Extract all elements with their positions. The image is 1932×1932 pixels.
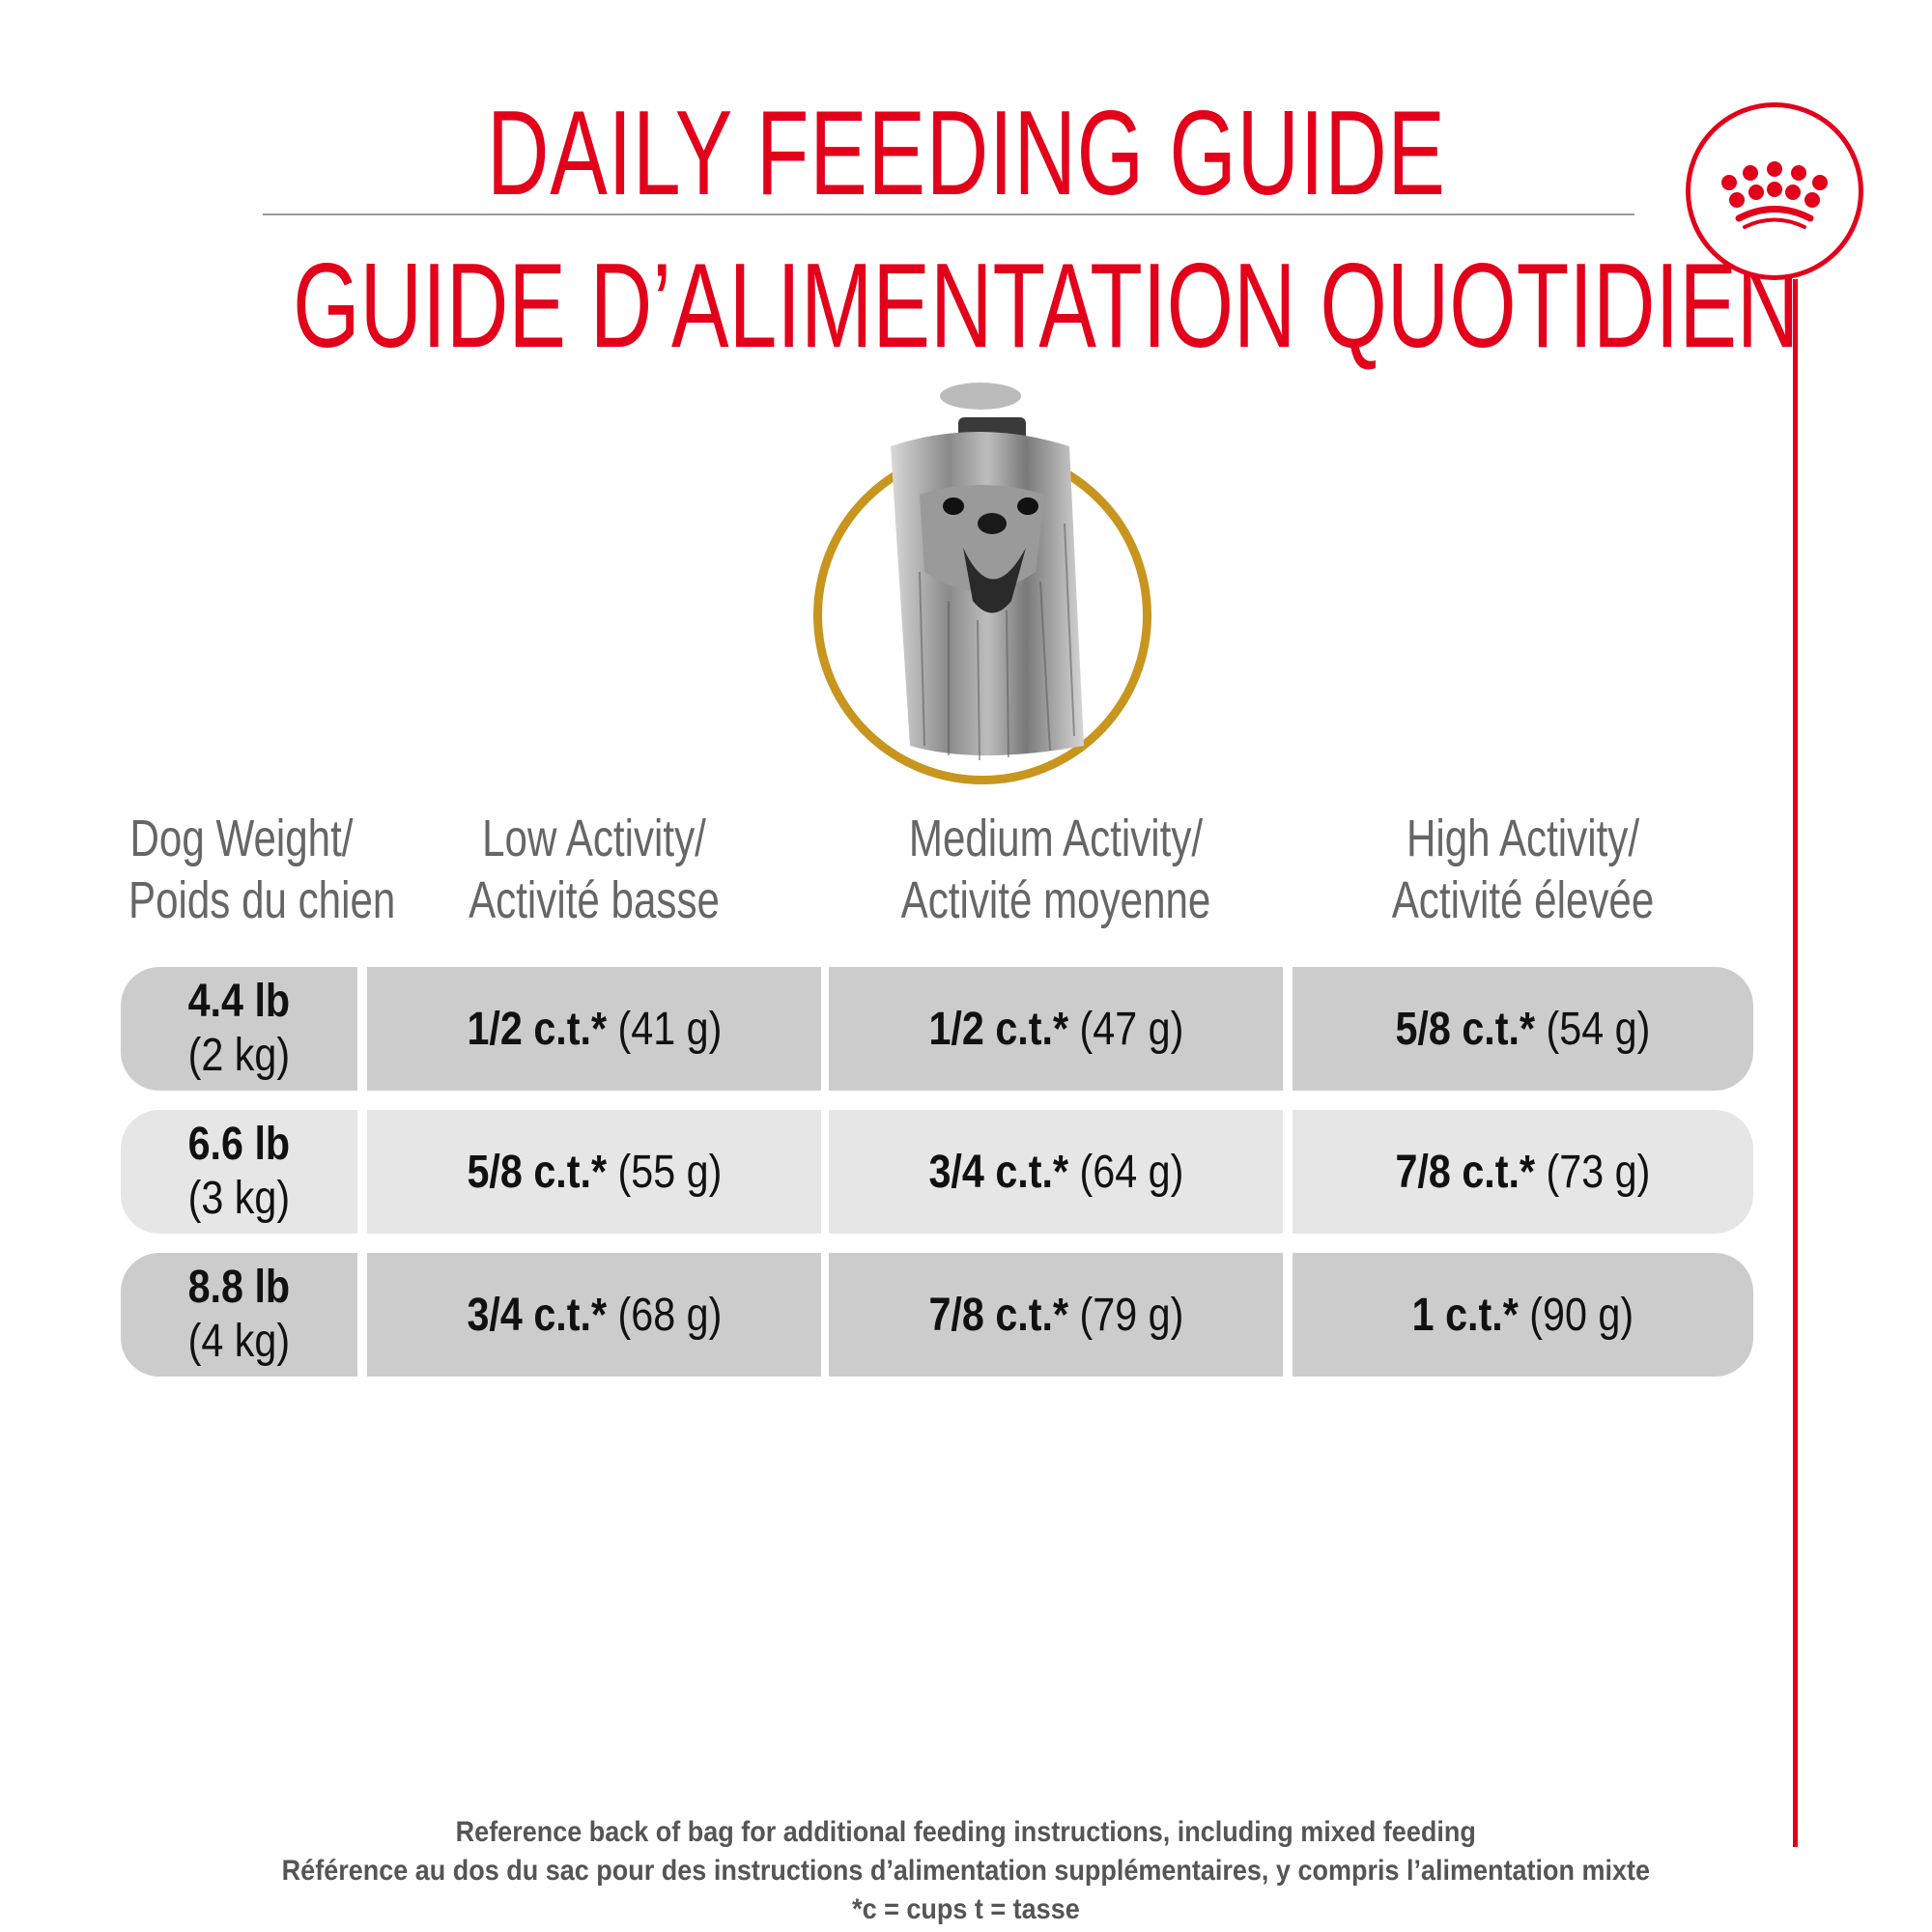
header-line-en: High Activity/ — [1406, 810, 1640, 867]
weight-kg: (2 kg) — [187, 1030, 291, 1081]
weight-lb: 4.4 lb — [187, 976, 291, 1027]
dog-icon — [891, 383, 1084, 761]
amount: 5/8 c.t.* — [1395, 1003, 1536, 1055]
low-activity-cell: 3/4 c.t.* (68 g) — [367, 1253, 821, 1377]
grams: (68 g) — [617, 1289, 722, 1341]
amount: 3/4 c.t.* — [928, 1146, 1068, 1198]
header-line-fr: Activité élevée — [1391, 871, 1655, 929]
amount: 7/8 c.t.* — [1395, 1146, 1536, 1198]
medium-activity-cell: 1/2 c.t.* (47 g) — [829, 967, 1283, 1091]
grams: (73 g) — [1546, 1146, 1651, 1198]
title-english: DAILY FEEDING GUIDE — [0, 85, 1932, 222]
grams: (47 g) — [1079, 1003, 1183, 1055]
weight-lb: 6.6 lb — [187, 1119, 291, 1170]
medium-activity-cell: 3/4 c.t.* (64 g) — [829, 1110, 1283, 1234]
footer-text: *c = cups t = tasse — [852, 1893, 1080, 1925]
column-header-medium: Medium Activity/ Activité moyenne — [829, 808, 1283, 931]
table-row: 6.6 lb (3 kg) 5/8 c.t.* (55 g) 3/4 c.t.*… — [121, 1110, 1753, 1234]
table-row: 4.4 lb (2 kg) 1/2 c.t.* (41 g) 1/2 c.t.*… — [121, 967, 1753, 1091]
brand-vertical-line — [1793, 279, 1798, 1847]
high-activity-cell: 5/8 c.t.* (54 g) — [1293, 967, 1753, 1091]
title-english-text: DAILY FEEDING GUIDE — [486, 87, 1446, 220]
header-line-fr: Activité basse — [469, 871, 720, 929]
weight-kg: (4 kg) — [187, 1316, 291, 1367]
brand-logo — [1686, 102, 1863, 280]
grams: (90 g) — [1529, 1289, 1634, 1341]
amount: 1 c.t.* — [1411, 1289, 1519, 1341]
column-header-low: Low Activity/ Activité basse — [367, 808, 821, 931]
weight-kg: (3 kg) — [187, 1173, 291, 1224]
footer-legend: *c = cups t = tasse — [0, 1893, 1932, 1926]
footer-text: Reference back of bag for additional fee… — [455, 1816, 1477, 1848]
grams: (54 g) — [1546, 1003, 1651, 1055]
crown-icon — [1721, 161, 1828, 229]
title-french: GUIDE D’ALIMENTATION QUOTIDIEN — [0, 238, 1932, 375]
title-divider — [263, 213, 1634, 215]
medium-activity-cell: 7/8 c.t.* (79 g) — [829, 1253, 1283, 1377]
amount: 5/8 c.t.* — [467, 1146, 607, 1198]
header-line-en: Medium Activity/ — [908, 810, 1204, 867]
low-activity-cell: 5/8 c.t.* (55 g) — [367, 1110, 821, 1234]
weight-cell: 6.6 lb (3 kg) — [121, 1110, 357, 1234]
table-row: 8.8 lb (4 kg) 3/4 c.t.* (68 g) 7/8 c.t.*… — [121, 1253, 1753, 1377]
amount: 3/4 c.t.* — [467, 1289, 607, 1341]
amount: 1/2 c.t.* — [928, 1003, 1068, 1055]
header-line-en: Dog Weight/ — [129, 810, 354, 867]
grams: (79 g) — [1079, 1289, 1183, 1341]
header-line-fr: Activité moyenne — [900, 871, 1211, 929]
weight-lb: 8.8 lb — [187, 1262, 291, 1313]
footer-note-fr: Référence au dos du sac pour des instruc… — [0, 1855, 1932, 1888]
footer-text: Référence au dos du sac pour des instruc… — [281, 1855, 1651, 1887]
high-activity-cell: 7/8 c.t.* (73 g) — [1293, 1110, 1753, 1234]
weight-cell: 8.8 lb (4 kg) — [121, 1253, 357, 1377]
low-activity-cell: 1/2 c.t.* (41 g) — [367, 967, 821, 1091]
high-activity-cell: 1 c.t.* (90 g) — [1293, 1253, 1753, 1377]
weight-cell: 4.4 lb (2 kg) — [121, 967, 357, 1091]
grams: (55 g) — [617, 1146, 722, 1198]
title-french-text: GUIDE D’ALIMENTATION QUOTIDIEN — [293, 240, 1800, 373]
footer-note-en: Reference back of bag for additional fee… — [0, 1816, 1932, 1849]
amount: 1/2 c.t.* — [467, 1003, 607, 1055]
grams: (41 g) — [617, 1003, 722, 1055]
grams: (64 g) — [1079, 1146, 1183, 1198]
column-header-weight: Dog Weight/ Poids du chien — [97, 808, 396, 931]
amount: 7/8 c.t.* — [928, 1289, 1068, 1341]
column-header-high: High Activity/ Activité élevée — [1293, 808, 1753, 931]
header-line-fr: Poids du chien — [128, 871, 396, 929]
dog-illustration — [804, 379, 1151, 784]
header-line-en: Low Activity/ — [482, 810, 706, 867]
